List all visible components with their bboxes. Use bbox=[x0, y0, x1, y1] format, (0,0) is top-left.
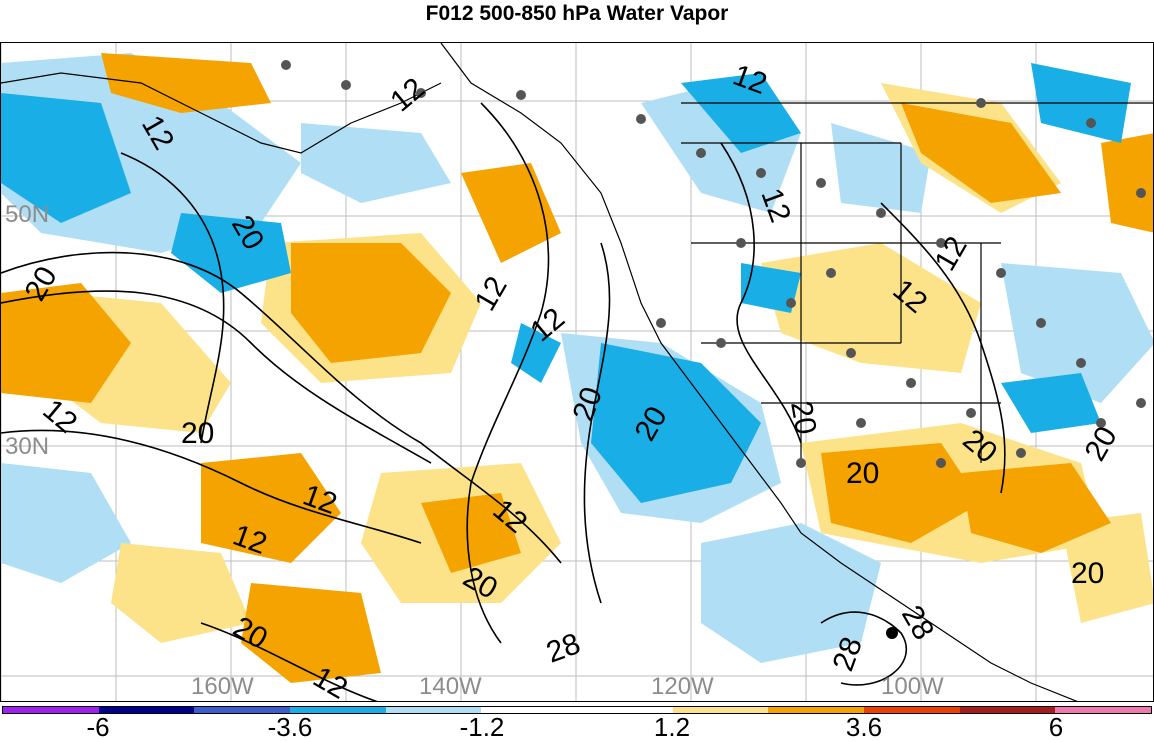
colorbar-swatch bbox=[98, 707, 195, 713]
lat-label-50n: 50N bbox=[5, 201, 50, 228]
station-dots bbox=[281, 60, 1146, 468]
colorbar-swatch bbox=[959, 707, 1056, 713]
colorbar bbox=[2, 706, 1152, 714]
blue-regions bbox=[1, 63, 1131, 503]
colorbar-tick-label: 6 bbox=[1048, 712, 1064, 742]
colorbar-tick-label: -6 bbox=[86, 712, 110, 742]
contour-label-28: 28 bbox=[895, 600, 940, 645]
colorbar-swatch bbox=[481, 707, 578, 713]
map-title: F012 500-850 hPa Water Vapor bbox=[425, 2, 729, 25]
contour-label-20: 20 bbox=[1071, 557, 1104, 590]
contour-label-20: 20 bbox=[1078, 421, 1123, 466]
colorbar-swatch bbox=[385, 707, 482, 713]
contour-label-28: 28 bbox=[542, 627, 585, 669]
lon-label-100w: 100W bbox=[881, 673, 944, 700]
colorbar-swatch bbox=[3, 707, 99, 713]
colorbar-swatch bbox=[194, 707, 291, 713]
marker-dot bbox=[886, 627, 898, 639]
lon-label-120w: 120W bbox=[651, 673, 714, 700]
colorbar-tick-label: -3.6 bbox=[267, 712, 313, 742]
contour-label-20: 20 bbox=[784, 398, 822, 437]
colorbar-tick-label: -1.2 bbox=[459, 712, 505, 742]
colorbar-swatch bbox=[1055, 707, 1152, 713]
colorbar-swatch bbox=[290, 707, 386, 713]
map-canvas: 12 12 12 12 12 12 12 12 12 12 12 12 12 2… bbox=[1, 43, 1153, 701]
colorbar-swatch bbox=[577, 707, 673, 713]
lat-label-30n: 30N bbox=[5, 433, 50, 460]
colorbar-tick-label: 1.2 bbox=[653, 712, 691, 742]
water-vapor-map: 12 12 12 12 12 12 12 12 12 12 12 12 12 2… bbox=[0, 42, 1154, 702]
colorbar-swatch bbox=[672, 707, 769, 713]
contour-label-20: 20 bbox=[846, 457, 879, 490]
contour-label-20: 20 bbox=[181, 417, 214, 450]
lon-label-140w: 140W bbox=[419, 673, 482, 700]
colorbar-tick-label: 3.6 bbox=[845, 712, 883, 742]
contour-lines bbox=[1, 102, 1006, 701]
coastlines bbox=[1, 43, 1153, 701]
lon-label-160w: 160W bbox=[191, 673, 254, 700]
contour-label-12: 12 bbox=[928, 231, 973, 276]
colorbar-swatch bbox=[864, 707, 960, 713]
contour-label-12: 12 bbox=[384, 72, 431, 119]
colorbar-swatch bbox=[768, 707, 865, 713]
